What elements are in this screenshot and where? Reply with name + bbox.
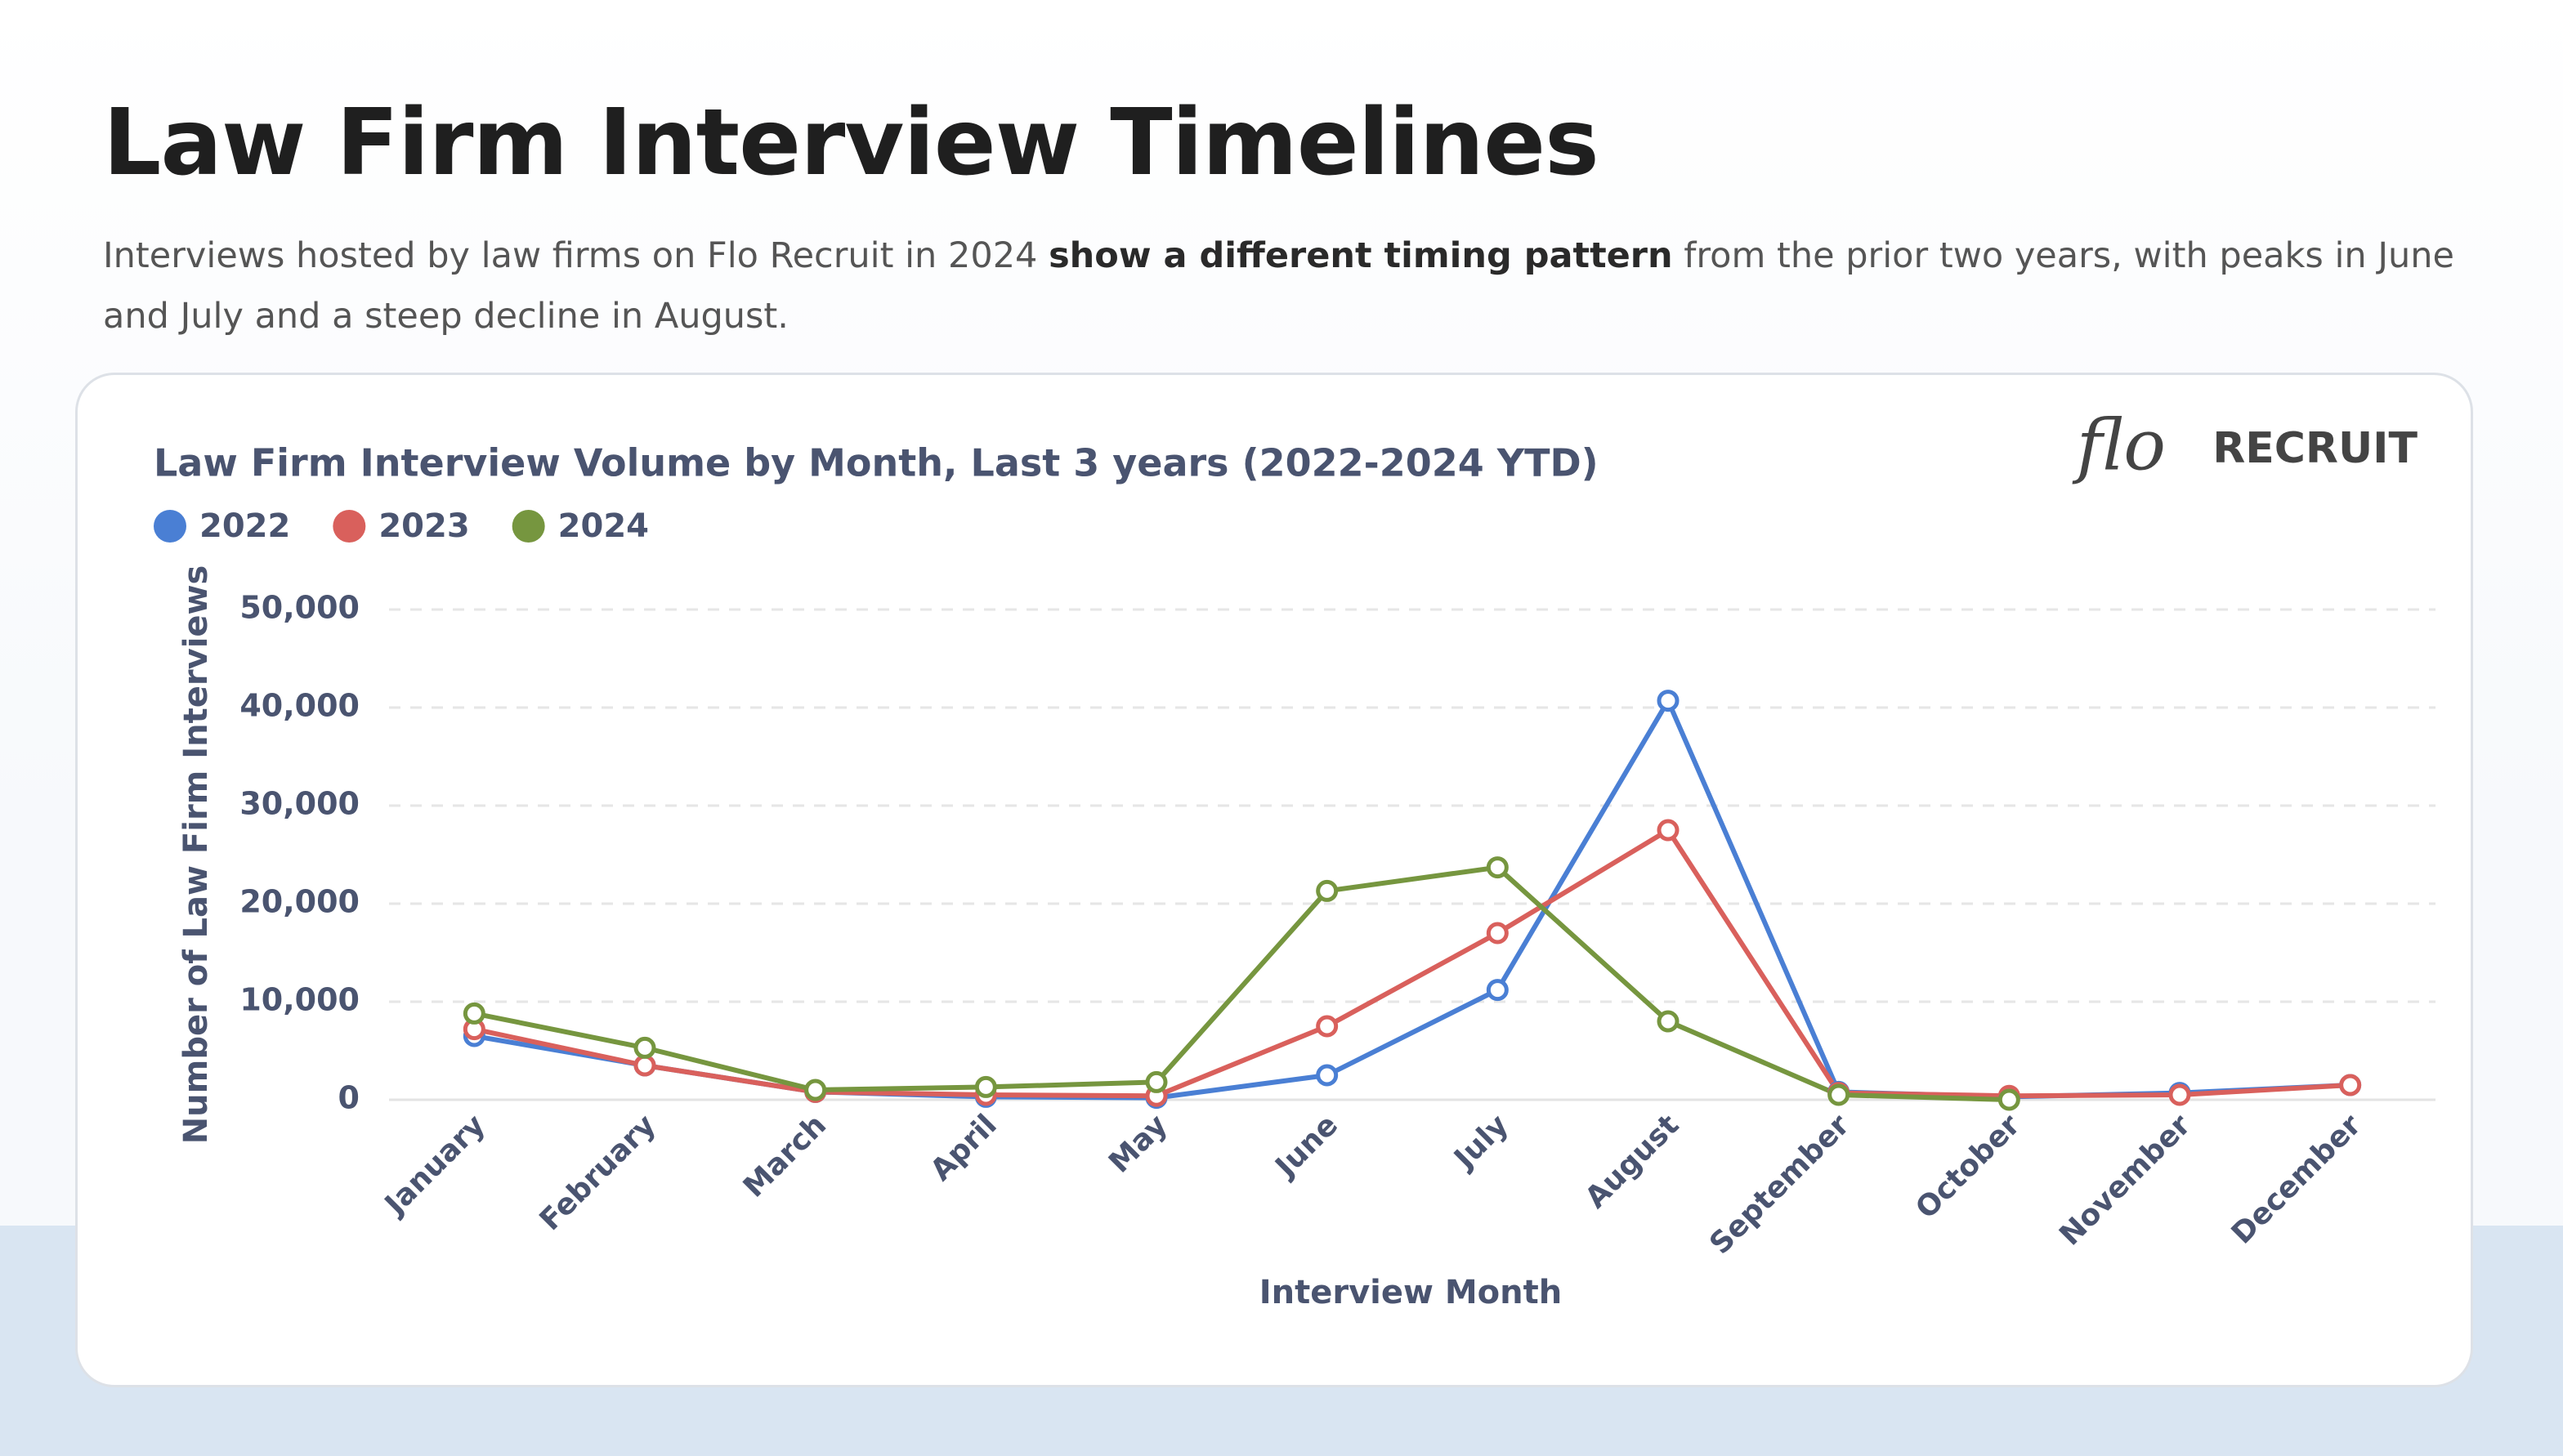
logo-text: RECRUIT	[2212, 424, 2418, 473]
subtitle-emphasis: show a different timing pattern	[1049, 235, 1673, 276]
x-tick-label: December	[2225, 1108, 2368, 1250]
y-axis-title: Number of Law Firm Interviews	[177, 565, 215, 1145]
data-point	[1316, 1015, 1339, 1038]
data-point	[804, 1079, 827, 1101]
data-point	[463, 1002, 485, 1025]
data-point	[1316, 879, 1339, 902]
page-subtitle: Interviews hosted by law firms on Flo Re…	[103, 226, 2457, 346]
data-point	[1657, 1010, 1680, 1033]
y-tick-label: 50,000	[239, 590, 360, 626]
chart-title: Law Firm Interview Volume by Month, Last…	[154, 441, 1599, 485]
x-tick-label: February	[534, 1108, 663, 1237]
data-point	[1316, 1064, 1339, 1087]
data-point	[1486, 979, 1509, 1002]
legend-marker	[333, 510, 366, 543]
data-point	[1657, 690, 1680, 712]
x-tick-label: October	[1909, 1108, 2027, 1226]
subtitle-text: Interviews hosted by law firms on Flo Re…	[103, 235, 1049, 276]
x-tick-label: April	[924, 1108, 1004, 1187]
data-point	[633, 1054, 656, 1077]
data-point	[2339, 1074, 2362, 1096]
data-point	[1486, 922, 1509, 945]
data-point	[2168, 1083, 2191, 1106]
y-tick-label: 30,000	[239, 786, 360, 822]
x-axis-title: Interview Month	[1259, 1274, 1563, 1311]
x-tick-label: September	[1703, 1108, 1856, 1261]
series-line	[473, 828, 2351, 1099]
data-point	[974, 1075, 997, 1098]
data-point	[1657, 819, 1680, 842]
y-tick-label: 40,000	[239, 688, 360, 724]
data-point	[1486, 856, 1509, 879]
x-tick-label: May	[1103, 1108, 1174, 1179]
legend-label: 2024	[558, 507, 649, 545]
y-tick-label: 0	[338, 1080, 360, 1116]
chart-card	[75, 373, 2473, 1387]
x-tick-label: June	[1268, 1108, 1344, 1185]
page-title: Law Firm Interview Timelines	[103, 90, 1599, 196]
x-tick-label: March	[737, 1108, 833, 1204]
legend-marker	[512, 510, 545, 543]
data-point	[1997, 1088, 2020, 1111]
data-point	[1145, 1070, 1168, 1093]
y-tick-label: 20,000	[239, 884, 360, 920]
legend-marker	[154, 510, 186, 543]
data-point	[633, 1036, 656, 1059]
legend-label: 2023	[378, 507, 469, 545]
legend-label: 2022	[199, 507, 290, 545]
x-tick-label: January	[377, 1108, 491, 1222]
subtitle-text: from the prior two years, with peaks in …	[103, 235, 2454, 337]
series-line	[473, 698, 2351, 1101]
x-tick-label: July	[1447, 1108, 1515, 1177]
logo-mark: flo	[2072, 405, 2166, 487]
x-tick-label: November	[2053, 1108, 2197, 1252]
series-line	[473, 864, 2010, 1102]
x-tick-label: August	[1579, 1108, 1685, 1214]
data-point	[1827, 1083, 1850, 1106]
y-tick-label: 10,000	[239, 982, 360, 1018]
